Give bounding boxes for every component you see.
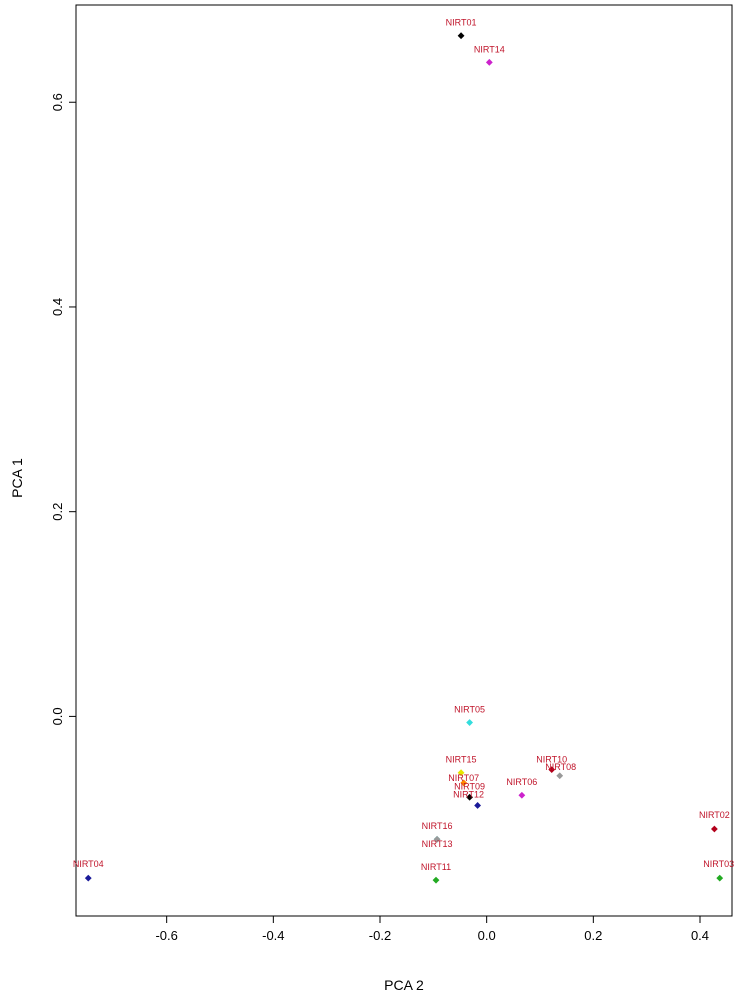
point-label: NIRT01 xyxy=(446,18,477,28)
data-point xyxy=(518,791,526,799)
data-point xyxy=(548,766,556,774)
point-label: NIRT15 xyxy=(446,755,477,765)
data-point xyxy=(457,769,465,777)
point-label: NIRT05 xyxy=(454,705,485,715)
point-label: NIRT02 xyxy=(699,810,730,820)
data-point xyxy=(460,779,468,787)
x-tick-label: 0.0 xyxy=(478,928,496,943)
point-label: NIRT14 xyxy=(474,44,505,54)
data-point xyxy=(474,802,481,809)
data-point xyxy=(466,793,473,801)
y-tick-label: 0.0 xyxy=(50,707,65,725)
data-point xyxy=(433,835,441,843)
data-point xyxy=(485,58,493,66)
x-tick-label: -0.4 xyxy=(262,928,284,943)
point-label: NIRT08 xyxy=(545,762,576,772)
data-point xyxy=(84,874,92,882)
y-tick-label: 0.6 xyxy=(50,93,65,111)
point-label: NIRT13 xyxy=(422,839,453,849)
plot-frame xyxy=(75,4,733,917)
x-tick-label: -0.2 xyxy=(369,928,391,943)
point-label: NIRT11 xyxy=(421,862,451,872)
data-point xyxy=(711,825,718,833)
point-label: NIRT16 xyxy=(422,821,453,831)
point-label: NIRT06 xyxy=(506,777,537,787)
point-label: NIRT07 xyxy=(448,773,479,783)
data-point xyxy=(432,876,440,884)
data-point xyxy=(457,32,465,40)
data-point xyxy=(466,719,473,726)
data-point xyxy=(556,772,564,780)
x-tick-label: 0.4 xyxy=(691,928,709,943)
y-axis-title: PCA 1 xyxy=(9,458,25,498)
y-tick-label: 0.4 xyxy=(50,298,65,316)
data-points: NIRT01NIRT14NIRT05NIRT15NIRT07NIRT09NIRT… xyxy=(73,18,734,884)
x-axis: -0.6 -0.4 -0.2 0.0 0.2 0.4 xyxy=(155,915,709,943)
point-label: NIRT12 xyxy=(453,789,484,799)
x-axis-title: PCA 2 xyxy=(384,977,424,993)
point-label: NIRT03 xyxy=(703,859,734,869)
point-label: NIRT04 xyxy=(73,859,104,869)
x-tick-label: -0.6 xyxy=(155,928,177,943)
point-label: NIRT10 xyxy=(536,755,567,765)
x-tick-label: 0.2 xyxy=(584,928,602,943)
y-axis: 0.0 0.2 0.4 0.6 xyxy=(50,93,77,725)
data-point xyxy=(716,874,724,882)
point-label: NIRT09 xyxy=(454,781,485,791)
y-tick-label: 0.2 xyxy=(50,503,65,521)
